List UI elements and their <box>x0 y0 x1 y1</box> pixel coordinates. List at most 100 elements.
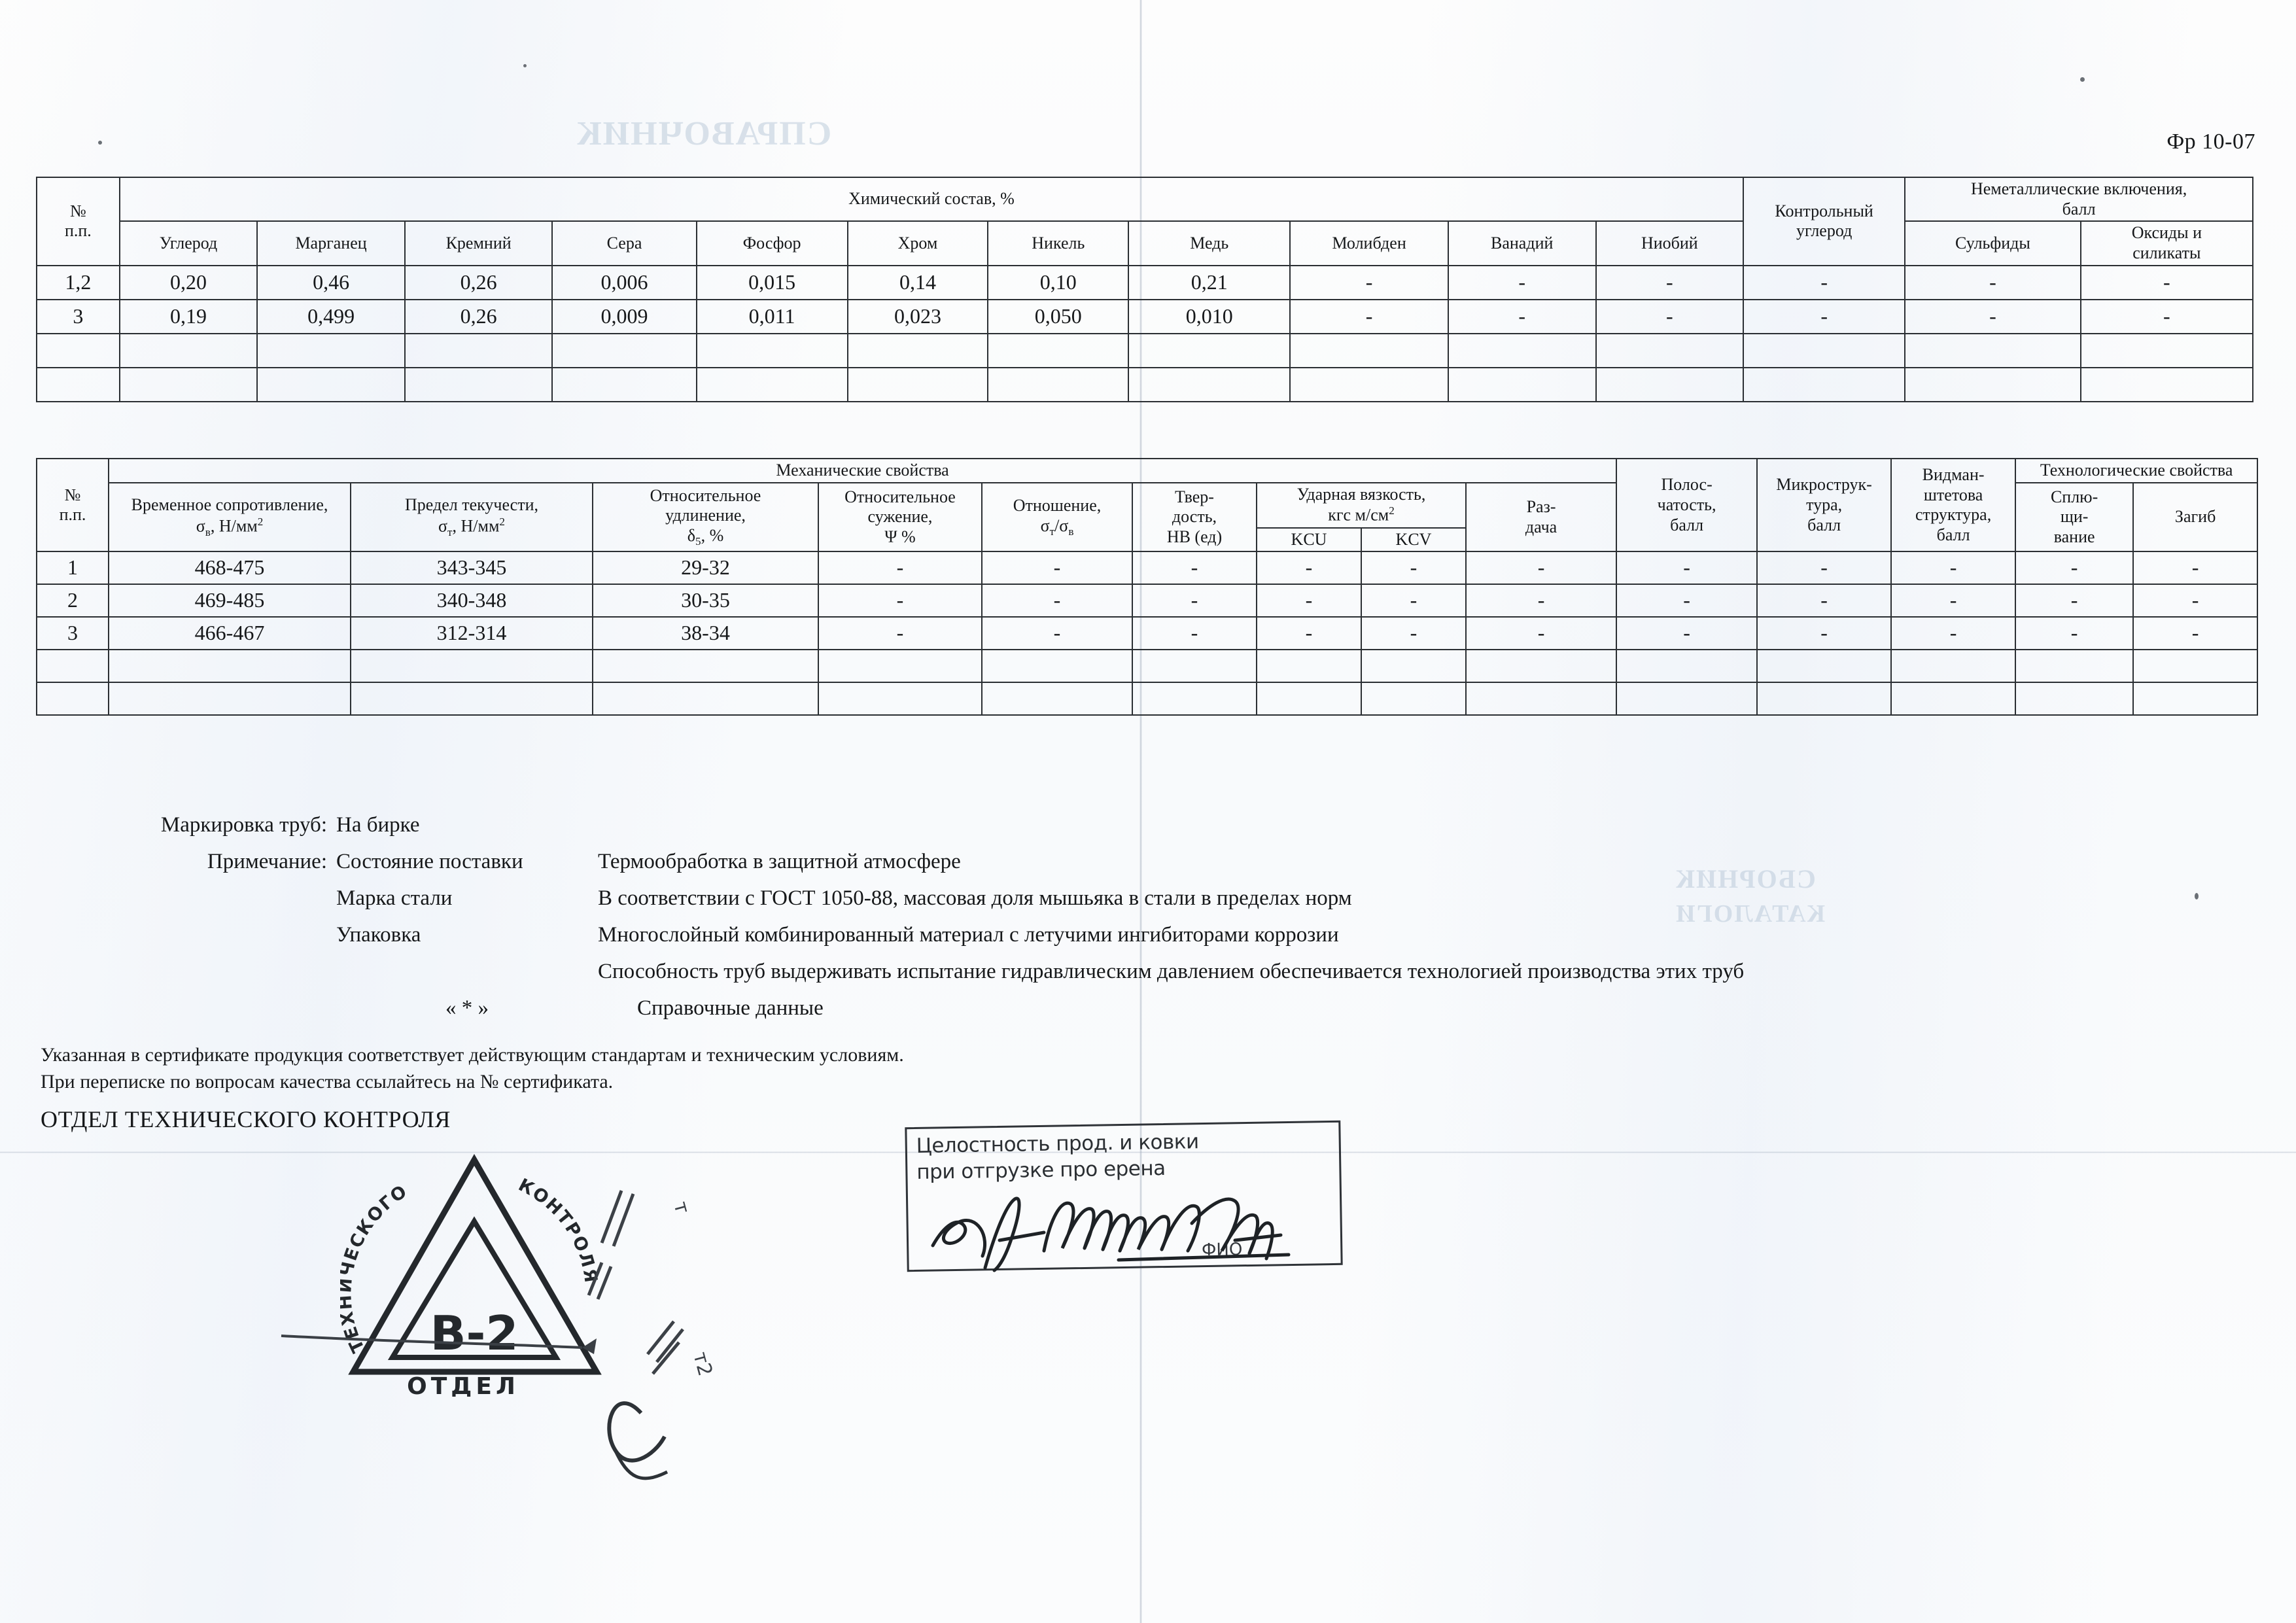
mech-cell-kcv: - <box>1361 551 1467 585</box>
mech-cell-bending: - <box>2132 616 2259 651</box>
chem-col-nickel: Никель <box>987 220 1130 266</box>
table-row-empty <box>36 649 2259 684</box>
chem-cell: 0,023 <box>846 298 989 334</box>
mech-cell-empty <box>592 682 819 716</box>
mech-cell-widmanstatten: - <box>1756 584 1892 618</box>
mech-cell-empty <box>1256 682 1362 716</box>
chem-col-sulfur: Сера <box>551 220 697 266</box>
mech-cell-empty <box>108 649 351 684</box>
chem-cell: 0,19 <box>118 298 258 334</box>
mech-cell-kcv: - <box>1361 616 1467 651</box>
mech-cell-kcu: - <box>1256 616 1362 651</box>
mech-cell-empty <box>1616 682 1758 716</box>
mech-cell-ratio: - <box>981 551 1133 585</box>
chem-cell: 0,499 <box>256 298 406 334</box>
mech-cell-banding: - <box>1465 616 1618 651</box>
chem-cell-empty <box>1289 366 1449 402</box>
mech-cell-elongation: 29-32 <box>592 551 819 585</box>
stamp-fio-label: ФИО <box>1201 1240 1243 1261</box>
chem-cell: 0,46 <box>256 264 406 300</box>
chem-col-silicon: Кремний <box>404 220 553 266</box>
mech-cell-tensile: 468-475 <box>108 551 351 585</box>
note-row-marking: Маркировка труб: На бирке <box>0 814 2296 851</box>
mech-cell-microstructure: - <box>1616 616 1758 651</box>
chem-cell-empty <box>36 332 120 368</box>
mech-cell-empty <box>2015 649 2134 684</box>
scan-speck <box>2080 77 2085 82</box>
table-row-empty <box>36 366 2254 402</box>
note-key-4: « * » <box>445 996 489 1020</box>
mech-row-no: 3 <box>36 616 109 651</box>
note-row-0: Примечание: Состояние поставки Термообра… <box>0 851 2296 888</box>
svg-text:т2: т2 <box>688 1350 716 1378</box>
mech-cell-elongation: 30-35 <box>592 584 819 618</box>
chem-row-no: 3 <box>36 298 120 334</box>
chem-cell: - <box>1289 298 1449 334</box>
chem-cell-empty <box>1128 332 1291 368</box>
chem-col-no: № п.п. <box>36 177 120 266</box>
mech-cell-tensile: 466-467 <box>108 616 351 651</box>
table-row-empty <box>36 332 2254 368</box>
chem-cell-oxides: - <box>2079 264 2254 300</box>
chem-cell-empty <box>987 332 1130 368</box>
mech-cell-empty <box>108 682 351 716</box>
mech-cell-reduction: - <box>818 616 983 651</box>
chem-cell-empty <box>1447 366 1597 402</box>
table-row: 1,2 0,20 0,46 0,26 0,006 0,015 0,14 0,10… <box>36 264 2254 300</box>
note-key-2: Упаковка <box>336 923 421 947</box>
chem-cell-empty <box>695 366 848 402</box>
chem-col-control-carbon: Контрольный углерод <box>1743 177 1906 266</box>
note-text-0: Термообработка в защитной атмосфере <box>598 850 961 873</box>
mech-col-flattening-out: Раз-дача <box>1465 481 1618 553</box>
chem-cell-empty <box>2079 332 2254 368</box>
chem-header-group-row: № п.п. Химический состав, % Контрольный уг… <box>36 176 2253 266</box>
chem-cell-empty <box>36 366 120 402</box>
svg-text:т: т <box>669 1199 693 1216</box>
mech-col-flattening: Сплю-щи-вание <box>2015 481 2134 553</box>
mech-col-ratio: Отношение, σт/σв <box>981 481 1133 553</box>
chem-cell: - <box>1595 264 1745 300</box>
mech-col-bending: Загиб <box>2132 481 2259 553</box>
mech-cell-empty <box>36 649 109 684</box>
mech-col-impact: Ударная вязкость, кгс м/см2 <box>1256 481 1467 529</box>
footer-text: Указанная в сертификате продукция соотве… <box>41 1041 904 1096</box>
mechanical-properties-table: № п.п. Механические свойства Полос-чатост… <box>36 457 2259 716</box>
mech-col-elongation: Относительное удлинение, δ5, % <box>592 481 819 553</box>
chem-cell-empty <box>1904 332 2081 368</box>
chem-cell-empty <box>551 332 697 368</box>
chem-cell: 0,14 <box>846 264 989 300</box>
mech-cell-empty <box>1465 649 1618 684</box>
mech-col-tensile: Временное сопротивление, σв, Н/мм2 <box>108 481 351 553</box>
chem-cell-empty <box>1595 366 1745 402</box>
svg-text:КОНТРОЛЯ: КОНТРОЛЯ <box>515 1175 600 1285</box>
svg-text:В-2: В-2 <box>430 1306 519 1361</box>
chem-cell: 0,10 <box>987 264 1130 300</box>
mech-cell-elongation: 38-34 <box>592 616 819 651</box>
chem-cell-sulfides: - <box>1904 298 2081 334</box>
chem-col-phosphorus: Фосфор <box>695 220 848 266</box>
chem-cell: 0,26 <box>404 264 553 300</box>
scan-speck <box>523 64 527 67</box>
chem-cell-empty <box>1595 332 1745 368</box>
stamp-line-1: Целостность прод. и ковки <box>916 1130 1199 1158</box>
chem-row-no: 1,2 <box>36 264 120 300</box>
note-row-1: Марка стали В соответствии с ГОСТ 1050-8… <box>0 888 2296 924</box>
mech-cell-banding: - <box>1465 551 1618 585</box>
shipment-inspection-stamp: Целостность прод. и ковки при отгрузке п… <box>905 1120 1343 1272</box>
chem-col-oxides: Оксиды и силикаты <box>2079 220 2254 266</box>
notes-section: Маркировка труб: На бирке Примечание: Со… <box>0 814 2296 1034</box>
chem-cell-empty <box>118 366 258 402</box>
note-row-2: Упаковка Многослойный комбинированный ма… <box>0 924 2296 961</box>
mech-cell-hardness: - <box>1132 584 1257 618</box>
mech-cell-empty <box>1890 682 2017 716</box>
mech-cell-banding: - <box>1465 584 1618 618</box>
department-title: ОТДЕЛ ТЕХНИЧЕСКОГО КОНТРОЛЯ <box>41 1106 451 1132</box>
chem-cell-empty <box>1289 332 1449 368</box>
mech-col-microstructure: Микрострук-тура, балл <box>1756 457 1892 553</box>
chem-cell-empty <box>2079 366 2254 402</box>
chem-group-chemical: Химический состав, % <box>118 176 1745 222</box>
mech-cell-kcu: - <box>1256 551 1362 585</box>
mech-cell-empty <box>2015 682 2134 716</box>
mech-row-no: 1 <box>36 551 109 585</box>
chem-cell-empty <box>846 366 989 402</box>
